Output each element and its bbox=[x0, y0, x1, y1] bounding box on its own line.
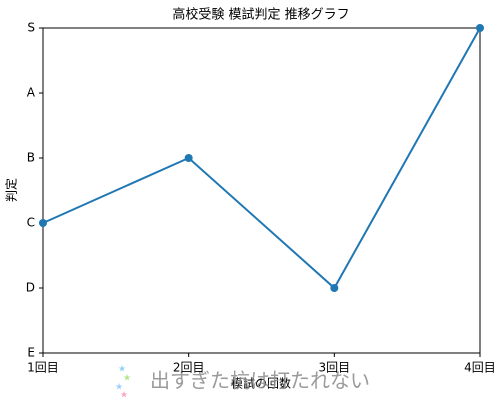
plot-frame bbox=[42, 27, 481, 354]
y-tick-label: S bbox=[27, 21, 35, 35]
x-tick-label: 4回目 bbox=[464, 361, 496, 375]
point bbox=[330, 284, 339, 292]
point bbox=[184, 154, 193, 162]
y-tick-label: B bbox=[27, 151, 35, 165]
point bbox=[476, 24, 484, 32]
y-tick-label: A bbox=[27, 86, 36, 100]
y-tick-label: E bbox=[27, 346, 35, 360]
y-tick-label: D bbox=[26, 281, 35, 295]
x-tick-label: 2回目 bbox=[173, 361, 205, 375]
chart-title: 高校受験 模試判定 推移グラフ bbox=[172, 7, 349, 23]
svg-text:★: ★ bbox=[115, 383, 123, 393]
svg-text:★: ★ bbox=[118, 365, 126, 375]
y-tick-label: C bbox=[27, 216, 35, 230]
x-axis-label: 模試の回数 bbox=[231, 376, 291, 391]
y-axis-label: 判定 bbox=[4, 178, 19, 202]
watermark-icon: ★ ★ ★ ★ bbox=[115, 365, 131, 400]
watermark: 出すぎた杭は打たれない bbox=[150, 369, 370, 393]
svg-text:★: ★ bbox=[123, 374, 131, 384]
line bbox=[42, 27, 481, 290]
point bbox=[39, 219, 47, 227]
x-tick-label: 1回目 bbox=[27, 361, 59, 375]
x-tick-label: 3回目 bbox=[319, 361, 351, 375]
svg-text:★: ★ bbox=[120, 391, 128, 400]
